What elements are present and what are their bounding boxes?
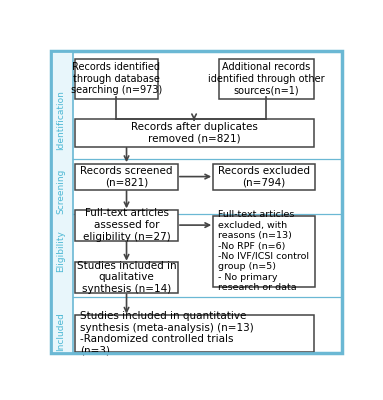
Text: Records screened
(n=821): Records screened (n=821) (80, 166, 173, 187)
Text: Included: Included (56, 312, 65, 351)
Text: Additional records
identified through other
sources(n=1): Additional records identified through ot… (208, 62, 324, 96)
Text: Eligibility: Eligibility (56, 230, 65, 272)
FancyBboxPatch shape (219, 59, 314, 99)
FancyBboxPatch shape (75, 262, 178, 293)
FancyBboxPatch shape (213, 164, 315, 190)
FancyBboxPatch shape (75, 210, 178, 240)
FancyBboxPatch shape (75, 119, 314, 146)
FancyBboxPatch shape (213, 216, 315, 287)
Text: Identification: Identification (56, 90, 65, 150)
Text: Records excluded
(n=794): Records excluded (n=794) (218, 166, 310, 187)
FancyBboxPatch shape (75, 315, 314, 352)
Text: Records identified
through database
searching (n=973): Records identified through database sear… (70, 62, 162, 96)
Text: Screening: Screening (56, 168, 65, 214)
Text: Records after duplicates
removed (n=821): Records after duplicates removed (n=821) (131, 122, 257, 144)
FancyBboxPatch shape (75, 164, 178, 190)
Text: Full-text articles
excluded, with
reasons (n=13)
-No RPF (n=6)
-No IVF/ICSI cont: Full-text articles excluded, with reason… (218, 210, 309, 292)
Text: Studies included in
qualitative
synthesis (n=14): Studies included in qualitative synthesi… (77, 261, 176, 294)
FancyBboxPatch shape (51, 51, 73, 353)
Text: Studies included in quantitative
synthesis (meta-analysis) (n=13)
-Randomized co: Studies included in quantitative synthes… (80, 311, 254, 356)
FancyBboxPatch shape (75, 59, 158, 99)
Text: Full-text articles
assessed for
eligibility (n=27): Full-text articles assessed for eligibil… (83, 208, 170, 242)
